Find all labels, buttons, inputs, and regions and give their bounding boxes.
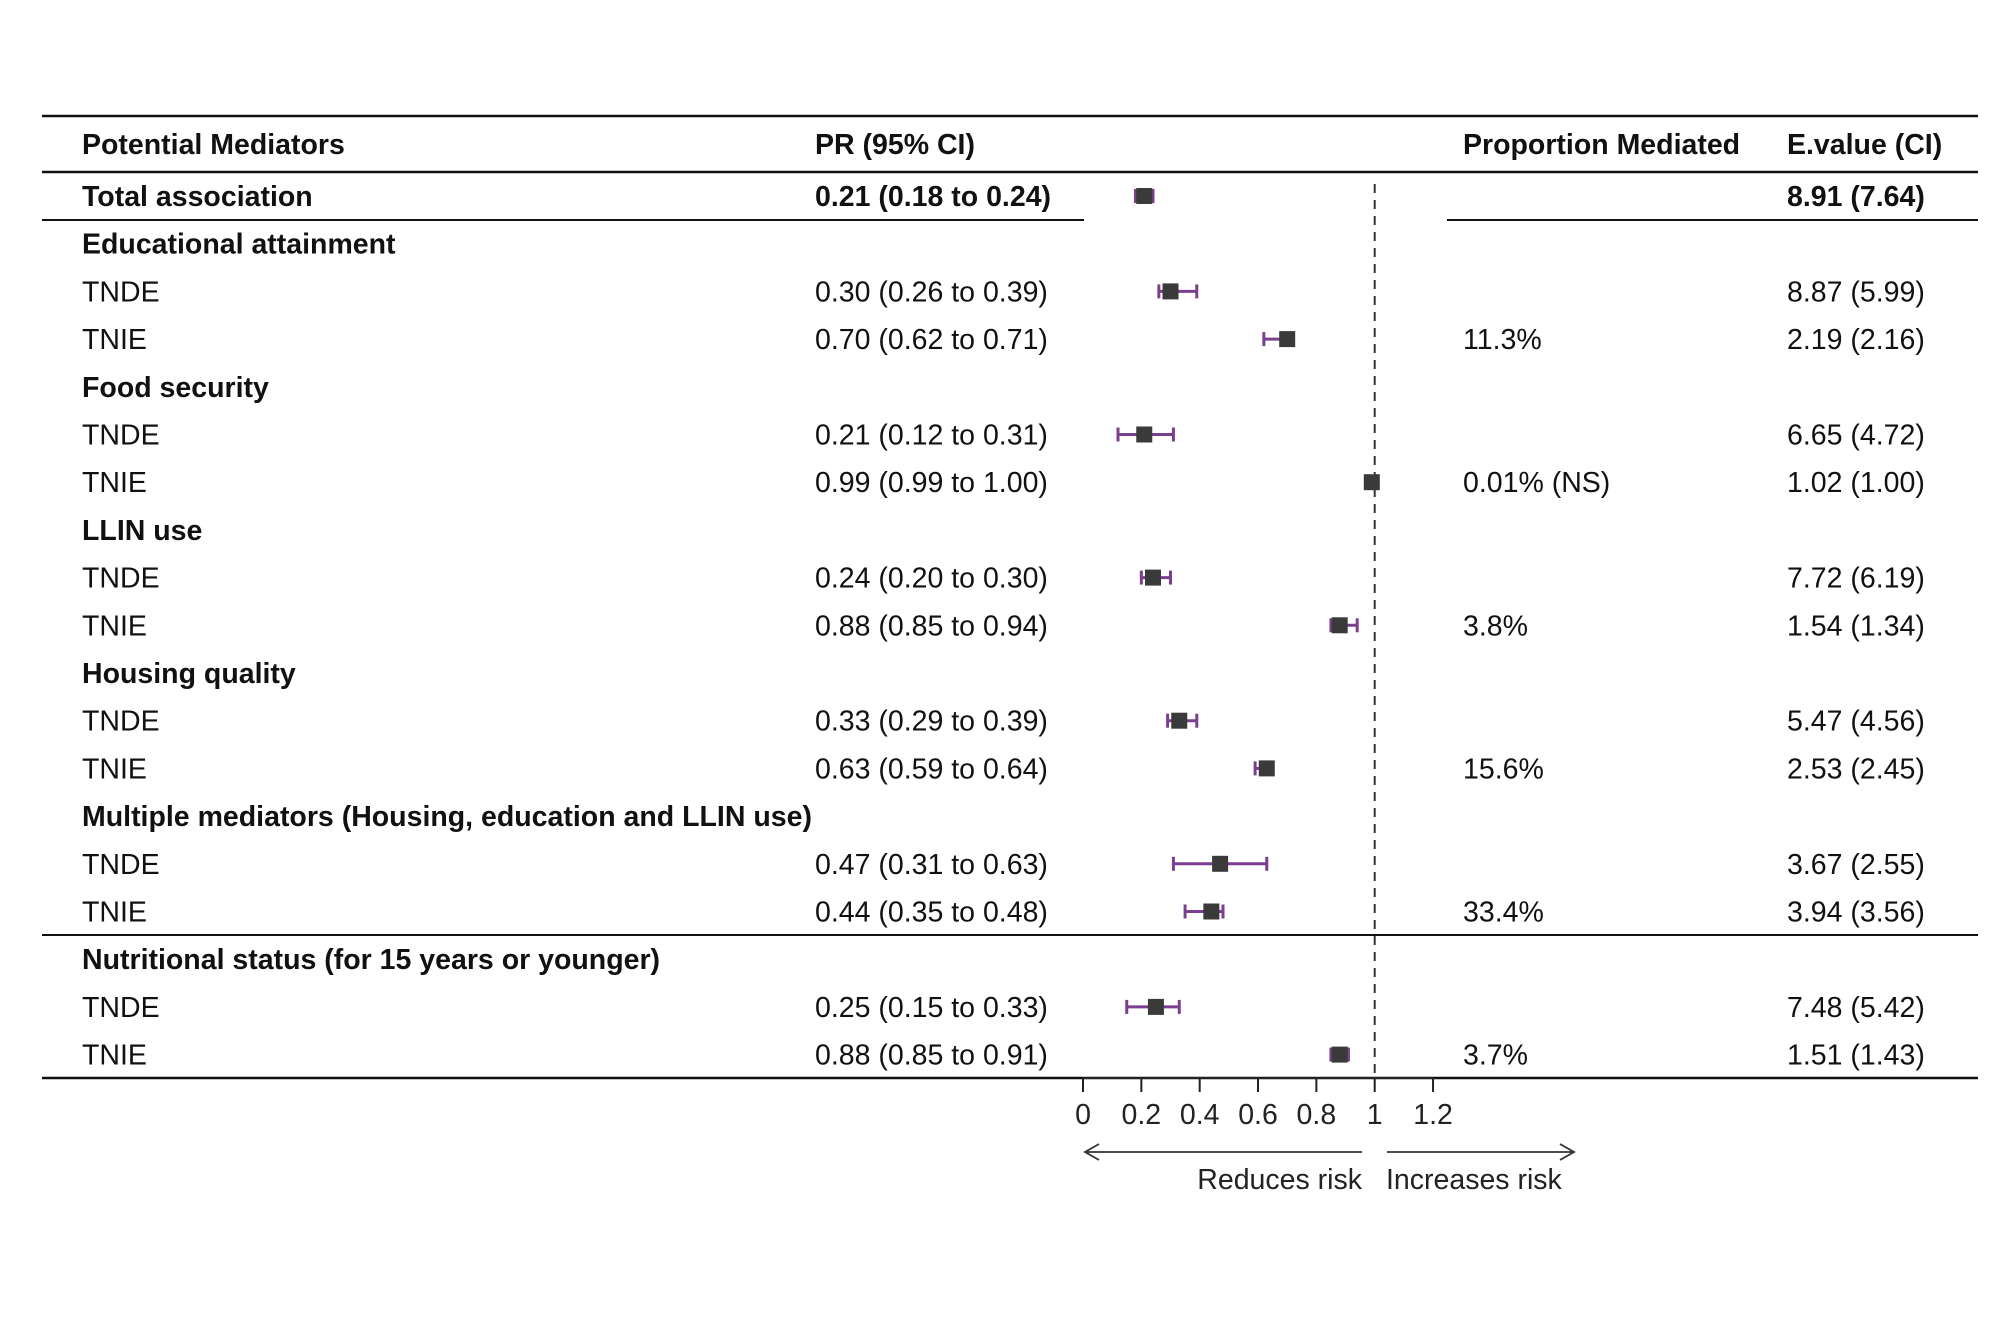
header-pr: PR (95% CI) — [815, 129, 975, 161]
header-evalue: E.value (CI) — [1787, 129, 1942, 161]
pr-value: 0.25 (0.15 to 0.33) — [815, 992, 1048, 1024]
pr-value: 0.30 (0.26 to 0.39) — [815, 276, 1048, 308]
row-label: Housing quality — [82, 658, 296, 690]
row-label: TNDE — [82, 563, 160, 595]
estimate-marker — [1116, 426, 1175, 443]
evalue-value: 3.67 (2.55) — [1787, 849, 1925, 881]
row-label: TNIE — [82, 897, 147, 929]
evalue-value: 8.91 (7.64) — [1787, 181, 1925, 213]
point-estimate — [1145, 569, 1162, 586]
estimate-marker — [1329, 1046, 1350, 1063]
x-tick-label: 1 — [1367, 1099, 1383, 1131]
pr-value: 0.21 (0.12 to 0.31) — [815, 420, 1048, 452]
x-tick-label: 1.2 — [1413, 1099, 1453, 1131]
evalue-value: 1.54 (1.34) — [1787, 610, 1925, 642]
proportion-value: 0.01% (NS) — [1463, 467, 1610, 499]
evalue-value: 2.19 (2.16) — [1787, 324, 1925, 356]
row-label: Total association — [82, 181, 313, 213]
row-label: TNIE — [82, 1040, 147, 1072]
proportion-value: 15.6% — [1463, 753, 1544, 785]
row-label: Multiple mediators (Housing, education a… — [82, 801, 812, 833]
pr-value: 0.24 (0.20 to 0.30) — [815, 563, 1048, 595]
row-label: TNIE — [82, 610, 147, 642]
x-tick-label: 0 — [1075, 1099, 1091, 1131]
evalue-value: 2.53 (2.45) — [1787, 753, 1925, 785]
pr-value: 0.33 (0.29 to 0.39) — [815, 706, 1048, 738]
estimate-marker — [1262, 331, 1296, 348]
pr-value: 0.88 (0.85 to 0.91) — [815, 1040, 1048, 1072]
evalue-value: 7.48 (5.42) — [1787, 992, 1925, 1024]
pr-value: 0.63 (0.59 to 0.64) — [815, 753, 1048, 785]
pr-value: 0.47 (0.31 to 0.63) — [815, 849, 1048, 881]
header-proportion: Proportion Mediated — [1463, 129, 1740, 161]
estimate-marker — [1253, 760, 1275, 777]
x-tick-label: 0.2 — [1122, 1099, 1162, 1131]
pr-value: 0.44 (0.35 to 0.48) — [815, 897, 1048, 929]
point-estimate — [1203, 903, 1220, 920]
point-estimate — [1171, 712, 1188, 729]
point-estimate — [1212, 855, 1229, 872]
point-estimate — [1162, 283, 1179, 300]
estimate-marker — [1166, 712, 1199, 729]
estimate-marker — [1171, 855, 1269, 872]
row-label: TNDE — [82, 706, 160, 738]
proportion-value: 33.4% — [1463, 897, 1544, 929]
row-label: TNDE — [82, 420, 160, 452]
evalue-value: 6.65 (4.72) — [1787, 420, 1925, 452]
evalue-value: 5.47 (4.56) — [1787, 706, 1925, 738]
point-estimate — [1136, 188, 1153, 204]
estimate-marker — [1183, 903, 1225, 920]
estimate-marker — [1139, 569, 1173, 586]
evalue-value: 1.51 (1.43) — [1787, 1040, 1925, 1072]
evalue-value: 1.02 (1.00) — [1787, 467, 1925, 499]
row-label: Nutritional status (for 15 years or youn… — [82, 944, 660, 976]
row-label: TNIE — [82, 467, 147, 499]
point-estimate — [1331, 617, 1348, 634]
estimate-marker — [1363, 474, 1380, 491]
increases-risk-label: Increases risk — [1386, 1164, 1563, 1196]
increases-risk-arrow — [1387, 1143, 1576, 1161]
row-label: TNDE — [82, 276, 160, 308]
pr-value: 0.88 (0.85 to 0.94) — [815, 610, 1048, 642]
point-estimate — [1147, 998, 1164, 1015]
row-label: TNDE — [82, 992, 160, 1024]
proportion-value: 3.7% — [1463, 1040, 1528, 1072]
row-label: Educational attainment — [82, 229, 396, 261]
evalue-value: 8.87 (5.99) — [1787, 276, 1925, 308]
point-estimate — [1136, 426, 1153, 443]
x-tick-label: 0.4 — [1180, 1099, 1220, 1131]
estimate-marker — [1329, 617, 1359, 634]
row-label: TNDE — [82, 849, 160, 881]
point-estimate — [1363, 474, 1380, 491]
point-estimate — [1331, 1046, 1348, 1063]
proportion-value: 11.3% — [1463, 324, 1542, 356]
estimate-marker — [1134, 188, 1155, 204]
row-label: LLIN use — [82, 515, 202, 547]
row-label: Food security — [82, 372, 269, 404]
x-tick-label: 0.8 — [1297, 1099, 1337, 1131]
evalue-value: 7.72 (6.19) — [1787, 563, 1925, 595]
estimate-marker — [1125, 998, 1181, 1015]
row-label: TNIE — [82, 324, 147, 356]
point-estimate — [1258, 760, 1275, 777]
pr-value: 0.70 (0.62 to 0.71) — [815, 324, 1048, 356]
pr-value: 0.21 (0.18 to 0.24) — [815, 181, 1051, 213]
reduces-risk-arrow — [1083, 1143, 1362, 1161]
header-mediators: Potential Mediators — [82, 129, 345, 161]
estimate-marker — [1157, 283, 1199, 300]
evalue-value: 3.94 (3.56) — [1787, 897, 1925, 929]
table-rows: Total association 0.21 (0.18 to 0.24) 8.91… — [82, 181, 1925, 1072]
point-estimate — [1279, 331, 1296, 348]
pr-value: 0.99 (0.99 to 1.00) — [815, 467, 1048, 499]
x-axis: 0 0.2 0.4 0.6 0.8 1 1.2 — [1075, 1077, 1453, 1131]
row-label: TNIE — [82, 753, 147, 785]
x-tick-label: 0.6 — [1238, 1099, 1278, 1131]
proportion-value: 3.8% — [1463, 610, 1528, 642]
estimate-marks — [1116, 188, 1380, 1063]
reduces-risk-label: Reduces risk — [1197, 1164, 1362, 1196]
